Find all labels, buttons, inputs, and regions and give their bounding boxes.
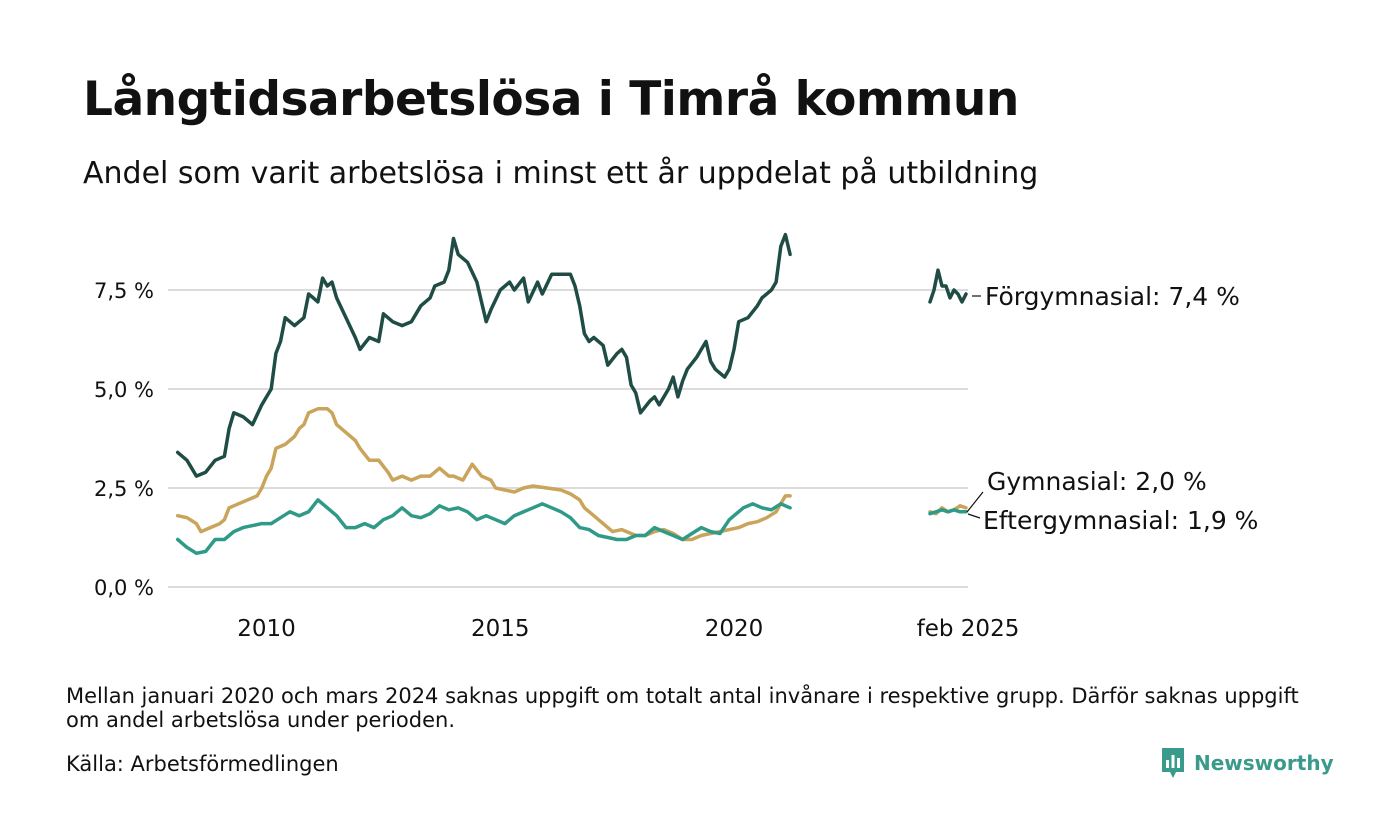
forgymnasial-line-recent xyxy=(928,268,968,304)
line-chart: 0,0 % 2,5 % 5,0 % 7,5 % 2010 2015 2020 feb 202… xyxy=(94,232,1258,642)
x-axis-tick-labels: 2010 2015 2020 feb 2025 xyxy=(237,616,1019,642)
y-tick-label: 2,5 % xyxy=(94,477,154,501)
y-axis-tick-labels: 0,0 % 2,5 % 5,0 % 7,5 % xyxy=(94,279,154,600)
forgymnasial-line xyxy=(175,232,792,478)
chart-source: Källa: Arbetsförmedlingen xyxy=(66,752,339,776)
chart-subtitle: Andel som varit arbetslösa i minst ett å… xyxy=(83,156,1039,191)
x-tick-label: feb 2025 xyxy=(917,616,1020,642)
y-tick-label: 0,0 % xyxy=(94,576,154,600)
eftergymnasial-line xyxy=(175,498,792,556)
chart-footnote: Mellan januari 2020 och mars 2024 saknas… xyxy=(66,684,1299,732)
gridlines xyxy=(168,289,968,588)
gymnasial-line xyxy=(175,407,792,542)
newsworthy-brand-name: Newsworthy xyxy=(1194,751,1334,775)
chart-title: Långtidsarbetslösa i Timrå kommun xyxy=(83,72,1019,127)
eftergymnasial-line-recent xyxy=(928,508,968,516)
eftergymnasial-label-leader xyxy=(967,513,981,519)
y-tick-label: 7,5 % xyxy=(94,279,154,303)
x-tick-label: 2020 xyxy=(705,616,764,642)
series-lines xyxy=(175,232,968,556)
gymnasial-label-leader xyxy=(966,491,984,513)
forgymnasial-label: Förgymnasial: 7,4 % xyxy=(985,282,1240,311)
x-tick-label: 2010 xyxy=(237,616,296,642)
y-tick-label: 5,0 % xyxy=(94,378,154,402)
newsworthy-logo-icon xyxy=(1162,748,1184,778)
eftergymnasial-label: Eftergymnasial: 1,9 % xyxy=(983,506,1258,535)
newsworthy-brand[interactable]: Newsworthy xyxy=(1160,746,1334,780)
x-tick-label: 2015 xyxy=(471,616,530,642)
series-end-labels: Förgymnasial: 7,4 % Gymnasial: 2,0 % Efter… xyxy=(966,282,1258,535)
gymnasial-label: Gymnasial: 2,0 % xyxy=(987,467,1207,496)
